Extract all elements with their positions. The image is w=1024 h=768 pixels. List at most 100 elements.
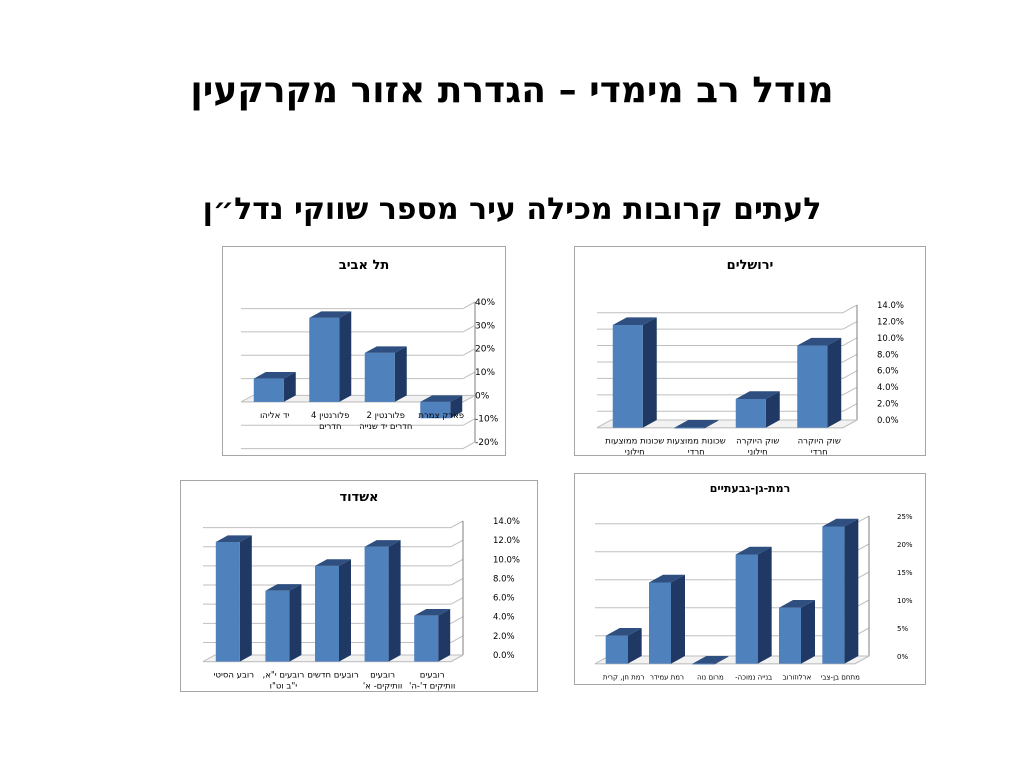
category-label-line: רובעים (370, 671, 395, 681)
bar-top (414, 609, 451, 616)
gridline-edge (450, 520, 464, 529)
slide-subtitle: לעתים קרובות מכילה עיר מספר שווקי נדל״ן (202, 192, 822, 227)
gridline-edge (450, 616, 464, 624)
chart-tel-aviv: תל אביב -20% -10% 0% 10% 20% 30% 40% פארק צמרת פל… (222, 246, 506, 456)
bar-front (215, 541, 240, 662)
bar-side (671, 574, 685, 664)
bar-top (674, 420, 719, 428)
bar-side (450, 395, 463, 419)
bar-side (627, 628, 642, 664)
bar-side (289, 584, 302, 662)
category-label-line: וותיקים- א' (363, 682, 402, 691)
bar-front (735, 554, 758, 664)
bar-side (339, 559, 351, 662)
bar-front (797, 345, 828, 428)
bar-top (822, 518, 859, 527)
category-label: רובעים חדשים (307, 671, 359, 681)
category-label-line: יד אליהו (260, 411, 290, 421)
category-label: יד אליהו (260, 411, 290, 421)
y-tick-label: 4.0% (493, 613, 515, 623)
bar-side (844, 518, 859, 664)
chart-ashdod-svg: אשדוד 0.0% 2.0% 4.0% 6.0% 8.0% 10.0% 12.0% 14.0%… (202, 490, 520, 691)
category-label: פלורנטין 4 חדרים (311, 411, 350, 432)
y-tick-label: 5% (897, 625, 908, 633)
bar-top (215, 535, 252, 542)
category-label-line: חרדי (811, 448, 828, 455)
y-tick-label: 12.0% (877, 317, 904, 327)
bar (309, 311, 352, 402)
category-label: ארלוזורוב (783, 674, 812, 682)
bar-front (605, 635, 628, 664)
chart-floor (240, 394, 476, 403)
bar-front (779, 607, 801, 664)
category-label-line: רובע הסיטי (214, 671, 255, 681)
y-tick-label: 10.0% (493, 555, 520, 565)
bar (605, 628, 642, 664)
bar-top (797, 337, 842, 346)
category-label-line: חדרים יד שנייה (359, 422, 412, 432)
bar-front (309, 317, 340, 402)
category-label: רמת חן, קריתקריניצי (603, 674, 645, 684)
bar (649, 574, 685, 664)
category-label-line: חילוני (748, 448, 768, 455)
gridline-edge (462, 301, 476, 310)
category-label-line: חדרים (319, 422, 342, 432)
bar-top (420, 395, 463, 402)
slide-title: מודל רב מימדי – הגדרת אזור מקרקעין (190, 70, 834, 111)
chart-title: ירושלים (727, 258, 774, 273)
category-label-line: מרום נוה (697, 674, 724, 682)
y-tick-label: 20% (475, 345, 495, 355)
y-tick-label: 4.0% (877, 383, 899, 393)
bar-side (757, 546, 772, 664)
y-tick-label: 2.0% (493, 632, 515, 642)
chart-floor (596, 419, 858, 429)
bar (735, 391, 780, 428)
gridline-edge (462, 324, 476, 333)
bar-side (388, 540, 401, 662)
gridline-edge (462, 348, 476, 356)
bar-top (364, 346, 407, 353)
y-tick-label: 0.0% (493, 651, 515, 661)
bar-side (239, 535, 252, 662)
category-label-line: חילוני (625, 448, 645, 455)
chart-jerusalem: ירושלים 0.0% 2.0% 4.0% 6.0% 8.0% 10.0% 12.0% 14.… (574, 246, 926, 456)
category-label-line: קריניצי (613, 683, 634, 684)
bar (215, 535, 252, 662)
bar-side (339, 311, 352, 402)
gridline-edge (462, 441, 476, 450)
bar-front (735, 398, 766, 428)
category-label-line: שוק היוקרה (798, 437, 841, 447)
category-label-line: וותיקים ד'-ה' (409, 682, 455, 691)
y-tick-label: 0% (475, 391, 490, 401)
bar-side (283, 372, 296, 402)
bar-top (649, 574, 685, 583)
category-label: פלורנטין 2 חדרים יד שנייה (359, 411, 412, 432)
bar-front (253, 378, 284, 402)
gridline-edge (450, 539, 464, 548)
category-label-line: פלורנטין 2 (366, 411, 405, 421)
bar-top (309, 311, 352, 318)
bar (253, 372, 296, 402)
bar-top (735, 546, 772, 555)
bar-side (827, 337, 842, 428)
category-label: שוק היוקרה חרדי (798, 437, 841, 455)
gridline-edge (842, 403, 858, 412)
bar (735, 546, 772, 664)
category-label-line: י"ב וט"ו (270, 682, 298, 691)
y-tick-label: 0% (897, 653, 908, 661)
y-tick-label: 25% (897, 513, 913, 521)
y-tick-label: 40% (475, 298, 495, 308)
gridline-edge (450, 558, 464, 567)
bar (692, 656, 729, 665)
category-label-line: רמת עמידר (650, 674, 684, 682)
y-tick-label: 10% (897, 597, 913, 605)
gridline-edge (842, 304, 858, 314)
y-tick-label: 15% (897, 569, 913, 577)
category-label-line: בנייה נמוכה- (735, 674, 772, 682)
chart-ashdod: אשדוד 0.0% 2.0% 4.0% 6.0% 8.0% 10.0% 12.0% 14.0%… (180, 480, 538, 692)
chart-tel-aviv-svg: תל אביב -20% -10% 0% 10% 20% 30% 40% פארק צמרת פל… (240, 258, 499, 450)
y-tick-label: 30% (475, 321, 495, 331)
bar-side (704, 420, 719, 429)
category-label-line: ק.בורוכוב (739, 683, 768, 684)
